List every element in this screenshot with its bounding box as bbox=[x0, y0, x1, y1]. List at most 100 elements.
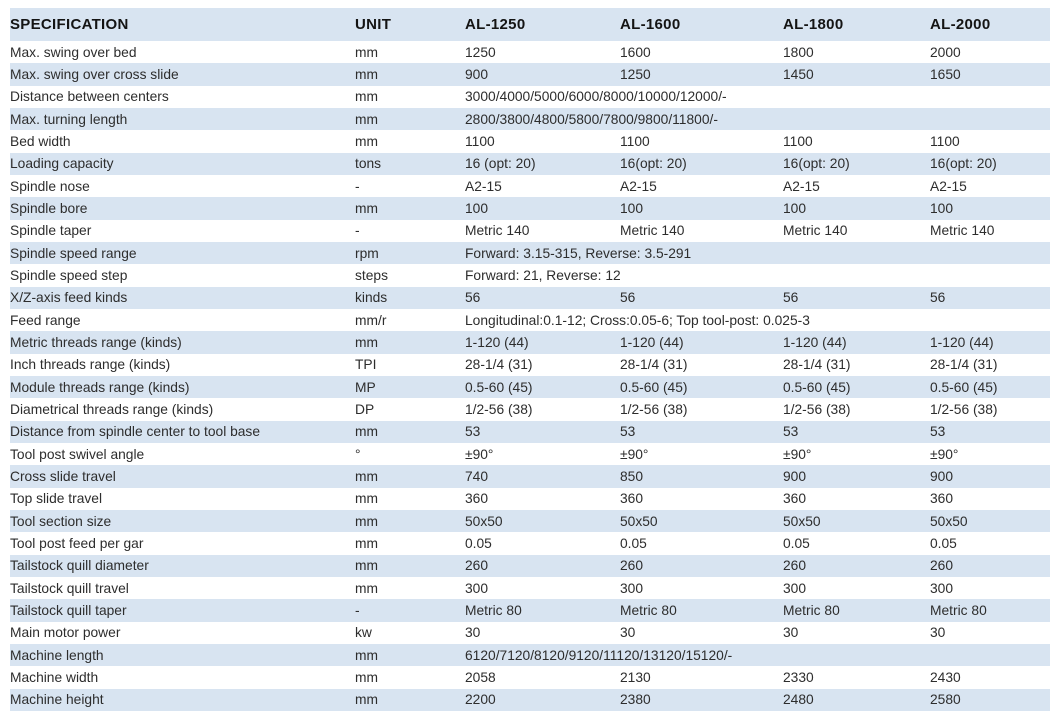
table-row: Diametrical threads range (kinds) DP 1/2-5… bbox=[10, 398, 1050, 421]
value-cell: Metric 140 bbox=[783, 219, 930, 242]
value-cell: 1250 bbox=[465, 41, 620, 64]
spec-cell: Spindle speed step bbox=[10, 264, 355, 287]
spec-cell: Machine length bbox=[10, 643, 355, 667]
value-cell: 260 bbox=[783, 554, 930, 577]
value-cell: 1-120 (44) bbox=[620, 331, 783, 354]
unit-cell: mm bbox=[355, 576, 465, 600]
table-row: Machine length mm 6120/7120/8120/9120/1112… bbox=[10, 643, 1050, 667]
table-row: Max. turning length mm 2800/3800/4800/5800… bbox=[10, 107, 1050, 131]
spec-cell: Spindle nose bbox=[10, 174, 355, 198]
spec-table-wrap: SPECIFICATION UNIT AL-1250 AL-1600 AL-18… bbox=[10, 8, 1050, 711]
value-cell: 300 bbox=[783, 576, 930, 600]
value-cell: 900 bbox=[783, 465, 930, 488]
table-row: Machine height mm 2200 2380 2480 2580 bbox=[10, 688, 1050, 711]
table-row: Main motor power kw 30 30 30 30 bbox=[10, 621, 1050, 644]
spec-cell: Feed range bbox=[10, 308, 355, 332]
value-cell: 56 bbox=[620, 286, 783, 309]
value-cell: 16 (opt: 20) bbox=[465, 152, 620, 175]
unit-cell: steps bbox=[355, 264, 465, 287]
spec-cell: Distance from spindle center to tool bas… bbox=[10, 420, 355, 443]
unit-cell: ° bbox=[355, 442, 465, 466]
unit-cell: mm bbox=[355, 41, 465, 64]
value-cell: 1/2-56 (38) bbox=[465, 398, 620, 421]
merged-value-cell: 3000/4000/5000/6000/8000/10000/12000/- bbox=[465, 85, 1050, 108]
value-cell: Metric 140 bbox=[465, 219, 620, 242]
unit-cell: mm bbox=[355, 666, 465, 689]
value-cell: 50x50 bbox=[783, 509, 930, 533]
column-header-specification: SPECIFICATION bbox=[10, 8, 355, 41]
spec-cell: Tool post swivel angle bbox=[10, 442, 355, 466]
unit-cell: kinds bbox=[355, 286, 465, 309]
unit-cell: mm bbox=[355, 554, 465, 577]
value-cell: ±90° bbox=[930, 442, 1050, 466]
value-cell: A2-15 bbox=[465, 174, 620, 198]
value-cell: 1/2-56 (38) bbox=[783, 398, 930, 421]
value-cell: 28-1/4 (31) bbox=[620, 353, 783, 376]
spec-cell: Cross slide travel bbox=[10, 465, 355, 488]
value-cell: 28-1/4 (31) bbox=[465, 353, 620, 376]
value-cell: 30 bbox=[930, 621, 1050, 644]
value-cell: A2-15 bbox=[783, 174, 930, 198]
table-row: Spindle speed range rpm Forward: 3.15-315,… bbox=[10, 241, 1050, 265]
table-row: Module threads range (kinds) MP 0.5-60 (45… bbox=[10, 375, 1050, 399]
table-row: Metric threads range (kinds) mm 1-120 (44)… bbox=[10, 331, 1050, 354]
column-header-al-2000: AL-2000 bbox=[930, 8, 1050, 41]
spec-cell: Max. swing over cross slide bbox=[10, 63, 355, 86]
table-row: Cross slide travel mm 740 850 900 900 bbox=[10, 465, 1050, 488]
value-cell: 740 bbox=[465, 465, 620, 488]
value-cell: 100 bbox=[783, 197, 930, 220]
table-row: Spindle speed step steps Forward: 21, Reve… bbox=[10, 264, 1050, 287]
table-row: Max. swing over bed mm 1250 1600 1800 2000 bbox=[10, 41, 1050, 64]
unit-cell: mm bbox=[355, 63, 465, 86]
unit-cell: MP bbox=[355, 375, 465, 399]
table-header-row: SPECIFICATION UNIT AL-1250 AL-1600 AL-18… bbox=[10, 8, 1050, 41]
value-cell: 100 bbox=[465, 197, 620, 220]
spec-cell: Tailstock quill diameter bbox=[10, 554, 355, 577]
value-cell: 0.05 bbox=[465, 532, 620, 555]
table-row: Tool section size mm 50x50 50x50 50x50 50x50 bbox=[10, 509, 1050, 533]
merged-value-cell: Forward: 21, Reverse: 12 bbox=[465, 264, 1050, 287]
spec-cell: Spindle speed range bbox=[10, 241, 355, 265]
value-cell: 2430 bbox=[930, 666, 1050, 689]
table-row: Tailstock quill diameter mm 260 260 260 260 bbox=[10, 554, 1050, 577]
value-cell: 0.5-60 (45) bbox=[930, 375, 1050, 399]
unit-cell: mm bbox=[355, 532, 465, 555]
table-row: X/Z-axis feed kinds kinds 56 56 56 56 bbox=[10, 286, 1050, 309]
unit-cell: mm bbox=[355, 130, 465, 153]
unit-cell: mm bbox=[355, 197, 465, 220]
unit-cell: mm bbox=[355, 688, 465, 711]
value-cell: 1800 bbox=[783, 41, 930, 64]
unit-cell: - bbox=[355, 219, 465, 242]
unit-cell: mm bbox=[355, 487, 465, 510]
value-cell: 28-1/4 (31) bbox=[783, 353, 930, 376]
value-cell: Metric 140 bbox=[930, 219, 1050, 242]
spec-table-body: Max. swing over bed mm 1250 1600 1800 2000 Max… bbox=[10, 41, 1050, 711]
value-cell: 260 bbox=[620, 554, 783, 577]
value-cell: Metric 80 bbox=[465, 599, 620, 622]
spec-cell: Max. turning length bbox=[10, 107, 355, 131]
merged-value-cell: Forward: 3.15-315, Reverse: 3.5-291 bbox=[465, 241, 1050, 265]
value-cell: 50x50 bbox=[620, 509, 783, 533]
value-cell: 850 bbox=[620, 465, 783, 488]
spec-cell: Tool section size bbox=[10, 509, 355, 533]
value-cell: 53 bbox=[783, 420, 930, 443]
value-cell: 16(opt: 20) bbox=[783, 152, 930, 175]
value-cell: 2330 bbox=[783, 666, 930, 689]
spec-cell: Machine height bbox=[10, 688, 355, 711]
table-row: Machine width mm 2058 2130 2330 2430 bbox=[10, 666, 1050, 689]
table-row: Max. swing over cross slide mm 900 1250 1450… bbox=[10, 63, 1050, 86]
value-cell: 1-120 (44) bbox=[783, 331, 930, 354]
value-cell: 1100 bbox=[783, 130, 930, 153]
value-cell: Metric 80 bbox=[620, 599, 783, 622]
table-row: Spindle nose - A2-15 A2-15 A2-15 A2-15 bbox=[10, 174, 1050, 198]
value-cell: 53 bbox=[465, 420, 620, 443]
value-cell: 0.05 bbox=[930, 532, 1050, 555]
value-cell: Metric 140 bbox=[620, 219, 783, 242]
spec-cell: Top slide travel bbox=[10, 487, 355, 510]
spec-cell: X/Z-axis feed kinds bbox=[10, 286, 355, 309]
value-cell: 1/2-56 (38) bbox=[930, 398, 1050, 421]
unit-cell: - bbox=[355, 174, 465, 198]
column-header-al-1250: AL-1250 bbox=[465, 8, 620, 41]
value-cell: 1-120 (44) bbox=[465, 331, 620, 354]
unit-cell: rpm bbox=[355, 241, 465, 265]
